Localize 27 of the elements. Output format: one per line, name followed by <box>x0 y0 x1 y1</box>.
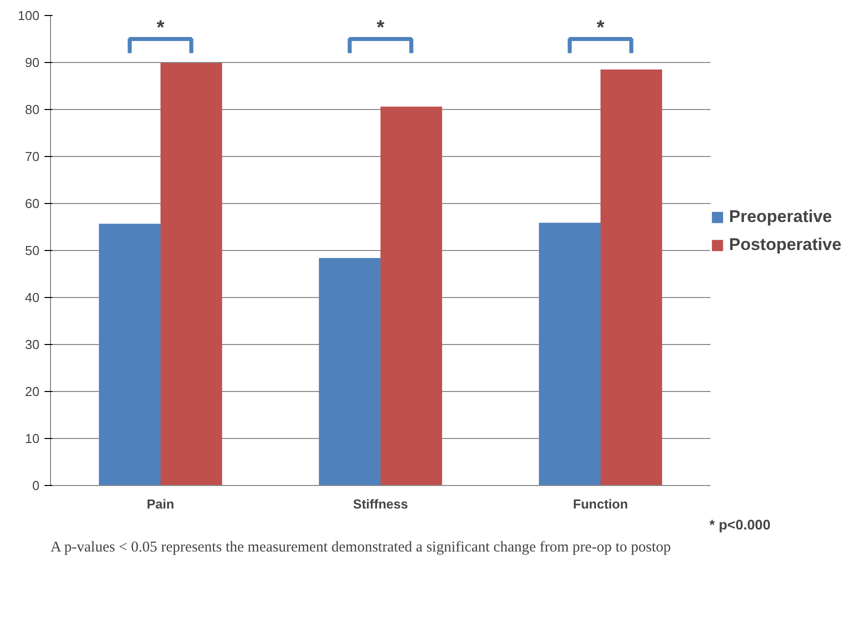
text: * p<0.000 <box>709 516 771 532</box>
y-tick-label: 10 <box>25 431 40 446</box>
y-tick-label: 80 <box>25 102 40 117</box>
y-tick-label: 50 <box>25 243 40 258</box>
y-tick-label: 70 <box>25 149 40 164</box>
bar <box>538 222 600 486</box>
x-tick-label: Stiffness <box>353 496 408 512</box>
x-tick-label: Function <box>573 496 628 512</box>
legend-label: Postoperative <box>729 235 842 255</box>
legend-label: Preoperative <box>729 207 832 227</box>
bar <box>98 224 160 486</box>
annotation: * <box>156 17 165 39</box>
y-tick-label: 60 <box>25 196 40 211</box>
annotation: * <box>596 17 605 39</box>
annotation: * <box>376 17 385 39</box>
y-tick-label: 0 <box>32 478 40 493</box>
y-tick-label: 100 <box>18 8 40 23</box>
bar <box>160 62 222 486</box>
x-tick-label: Pain <box>146 496 174 512</box>
y-tick-label: 20 <box>25 384 40 399</box>
bar <box>600 70 662 486</box>
y-tick-label: 90 <box>25 55 40 70</box>
bar <box>380 106 442 486</box>
y-tick-label: 30 <box>25 337 40 352</box>
text: A p-values < 0.05 represents the measurement demonstrated a significant change from pre-op to postop <box>50 540 671 556</box>
y-tick-label: 40 <box>25 290 40 305</box>
bar <box>318 258 380 486</box>
